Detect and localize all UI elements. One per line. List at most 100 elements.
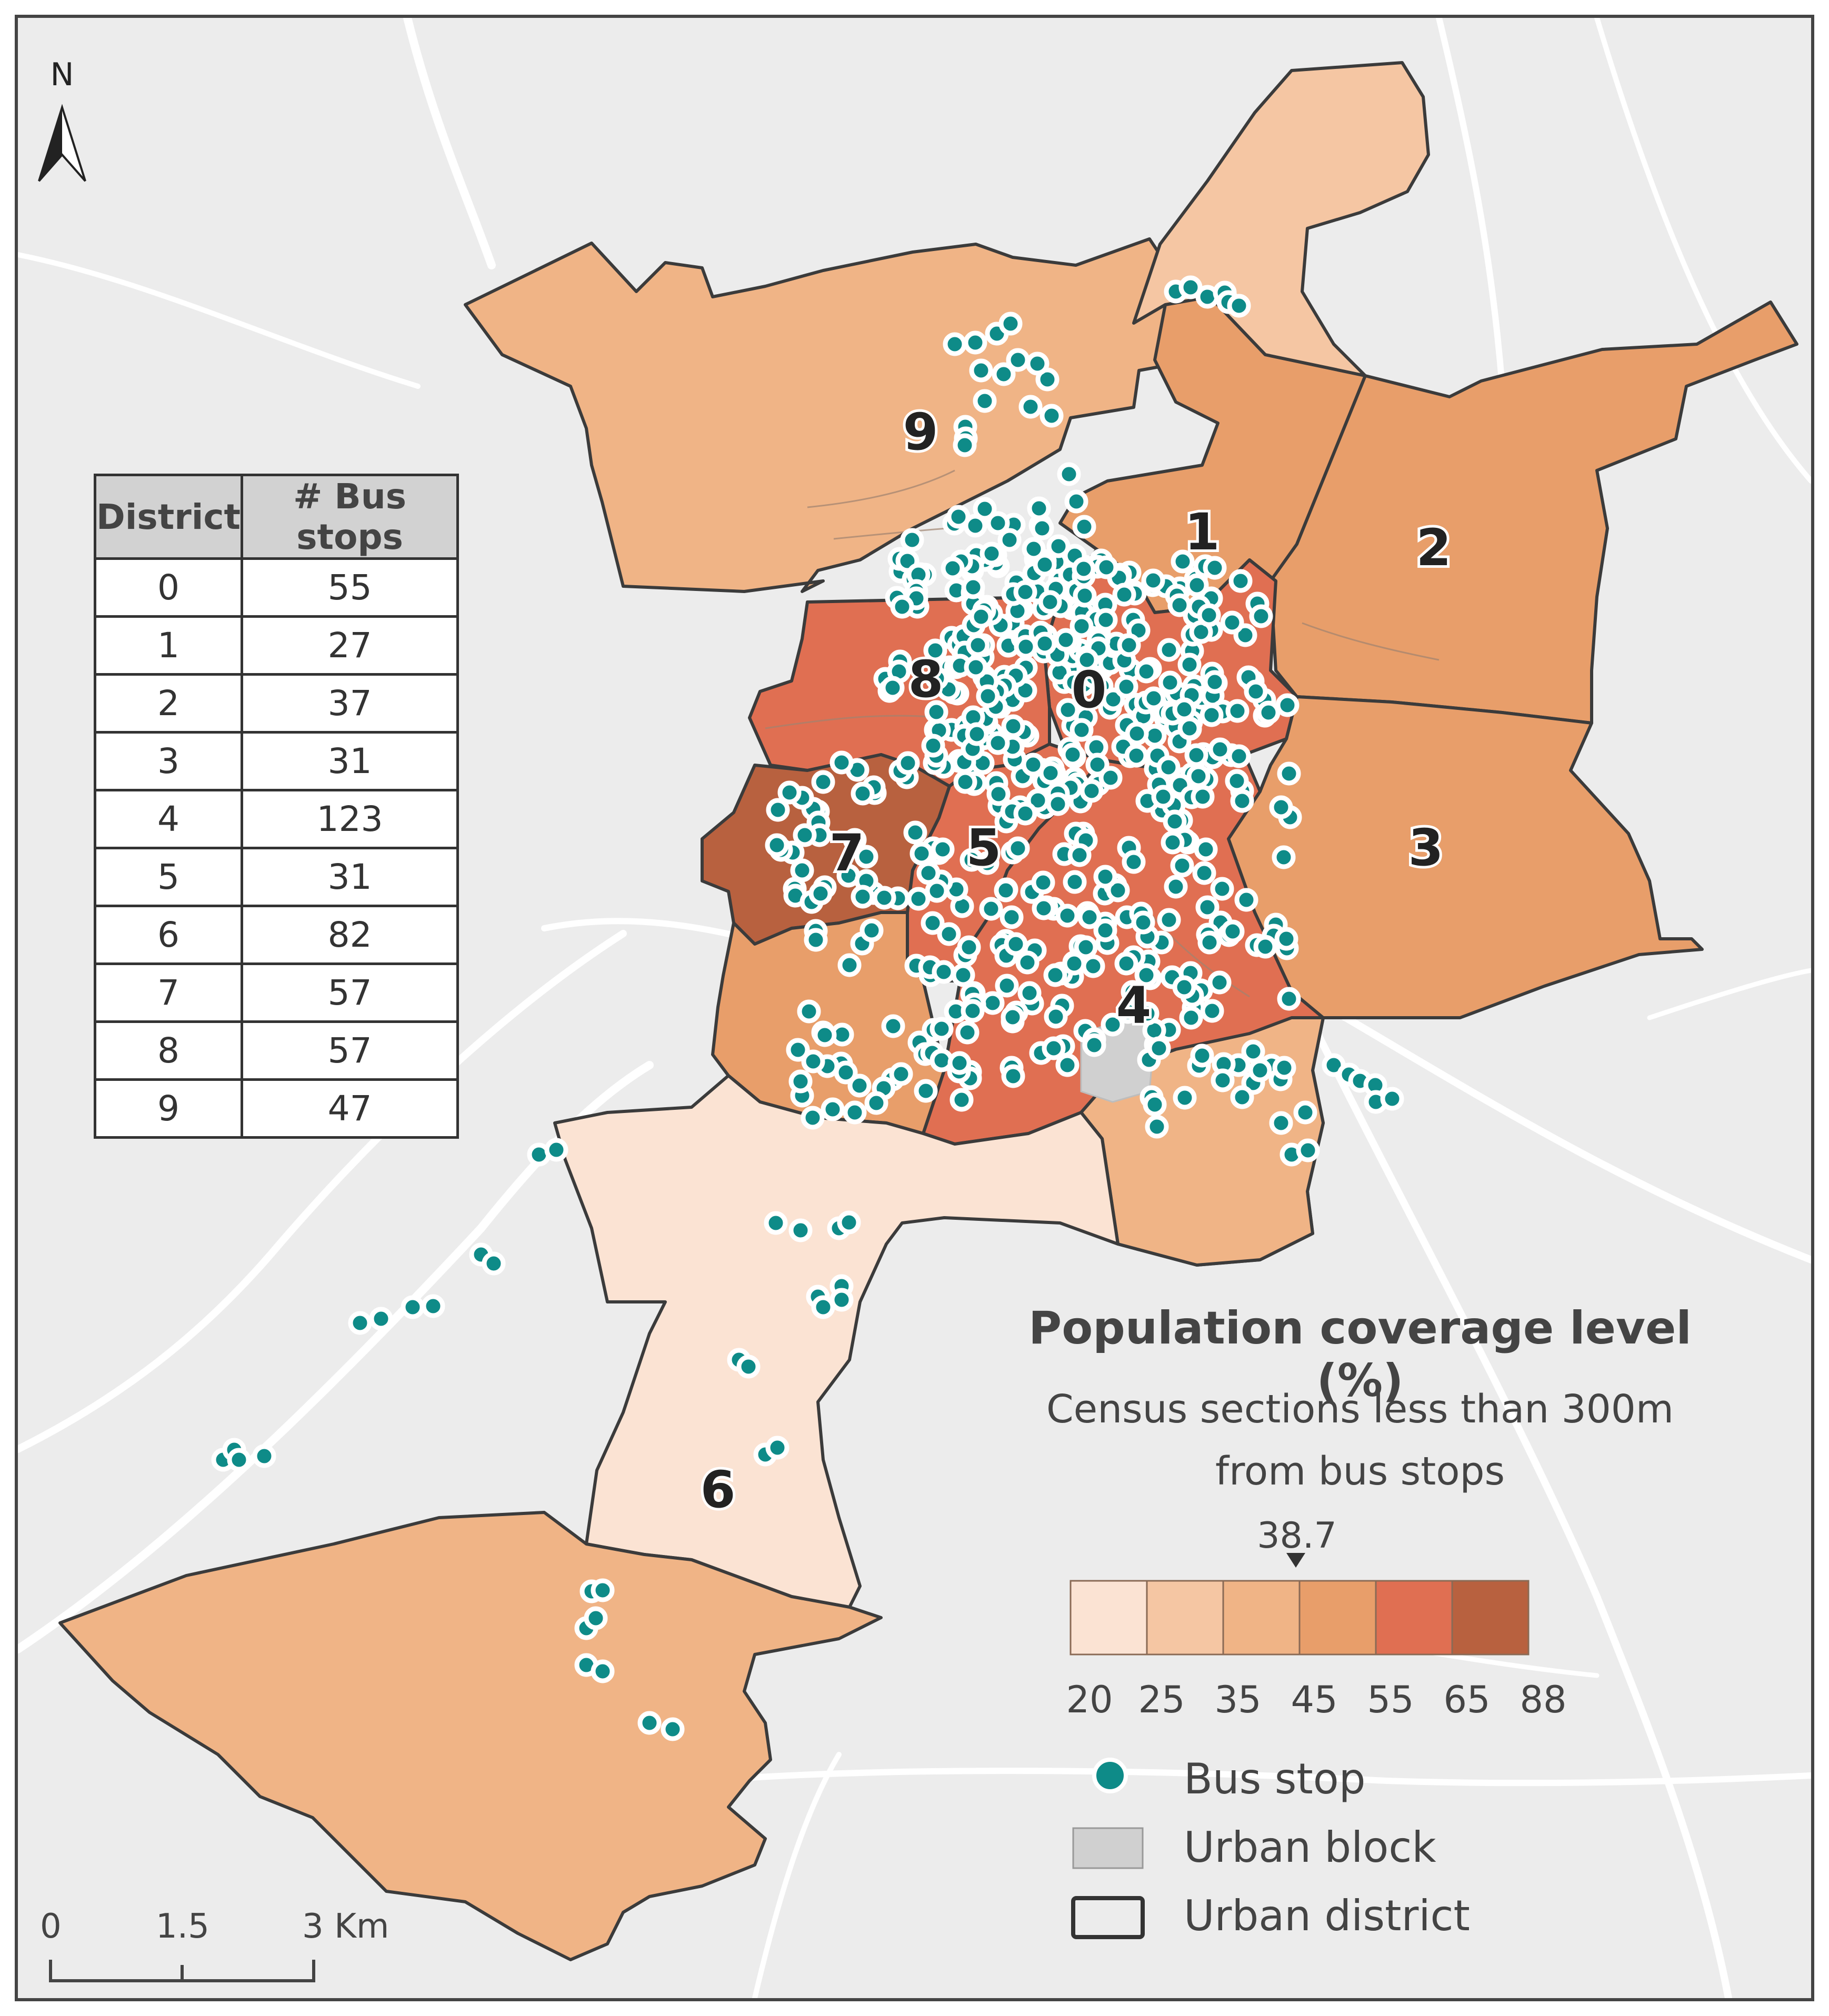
bus-stop-icon [1072, 557, 1096, 581]
bus-stop-icon [1081, 954, 1105, 978]
bus-stop-icon [1064, 489, 1088, 514]
section-line [765, 715, 945, 729]
table-row: 1 27 [93, 615, 459, 676]
bus-stop-icon [369, 1307, 393, 1331]
bus-stop-icon [591, 1659, 615, 1683]
bus-stop-icon [1114, 951, 1138, 976]
bus-stop-icon [1157, 908, 1181, 932]
bus-stop-icon [986, 511, 1010, 535]
bus-stop-icon [1080, 779, 1104, 803]
bus-stop-icon [896, 751, 920, 775]
bus-stop-icon [923, 638, 947, 663]
bus-stop-icon [890, 595, 914, 619]
table-header-bus-stops: # Bus stops [241, 474, 459, 560]
bus-stop-icon [986, 782, 1011, 806]
bus-stop-icon [661, 1717, 685, 1741]
bus-stop-icon [992, 362, 1016, 386]
bus-stop-icon [1277, 987, 1301, 1011]
bus-stop-icon [736, 1355, 761, 1379]
district-label-3: 3 [1408, 818, 1444, 877]
legend-subtitle-line2: from bus stops [1215, 1449, 1505, 1494]
table-cell-district: 1 [93, 615, 244, 676]
bus-stop-icon [1151, 785, 1175, 809]
bus-stop-icon [1046, 534, 1071, 558]
bus-stop-icon [1293, 1100, 1317, 1125]
north-arrow-half-icon [39, 107, 62, 181]
bus-stop-icon [1135, 1001, 1160, 1026]
table-cell-district: 5 [93, 847, 244, 907]
road [1288, 982, 1811, 1263]
bus-stop-icon [1272, 845, 1296, 869]
bus-stop-icon [1098, 766, 1123, 790]
table-row: 0 55 [93, 557, 459, 618]
table-header-row: District # Bus stops [93, 474, 459, 560]
table-cell-district: 9 [93, 1078, 244, 1139]
bus-stop-icon [925, 666, 949, 690]
bus-stop-icon [1192, 861, 1216, 885]
legend-title: Population coverage level (%) [1028, 1302, 1692, 1407]
bus-stop-icon [765, 833, 789, 857]
bus-stop-icon [766, 798, 790, 822]
bus-stop-icon [909, 841, 934, 866]
bus-stop-icon [1203, 670, 1227, 694]
section-line [807, 469, 955, 508]
bus-stop-icon [986, 731, 1010, 755]
table-cell-bus-stops: 123 [241, 789, 459, 849]
legend-mean-value: 38.7 [1257, 1515, 1337, 1557]
bus-stop-icon [1210, 877, 1234, 901]
bus-stop-icon [786, 1038, 810, 1062]
bus-stop-icon [777, 780, 802, 805]
bus-stop-icon [924, 700, 948, 724]
bus-stop-icon [1163, 809, 1187, 834]
road [1293, 988, 1732, 1998]
legend-tick-label: 35 [1214, 1678, 1262, 1721]
bus-stop-icon [980, 541, 1004, 566]
bus-stop-icon [591, 1578, 615, 1602]
bus-stop-icon [843, 828, 867, 852]
bus-stop-icon [1161, 830, 1185, 855]
bus-stop-icon [1296, 1138, 1320, 1162]
bus-stop-icon [252, 1444, 276, 1468]
bus-stop-icon [1230, 1085, 1254, 1109]
bus-stop-icon [1208, 737, 1232, 761]
bus-stop-icon [1220, 610, 1244, 635]
district-label-1: 1 [1185, 503, 1220, 561]
district-label-4: 4 [1116, 976, 1152, 1035]
bus-stop-icon [1227, 294, 1251, 318]
table-cell-district: 7 [93, 962, 244, 1023]
bus-stop-icon [994, 878, 1018, 902]
bus-stop-icon [813, 1023, 837, 1047]
bus-stop-icon [951, 963, 975, 987]
bus-stop-icon [1004, 932, 1028, 956]
table-cell-bus-stops: 57 [241, 1020, 459, 1081]
district-label-5: 5 [966, 818, 1002, 877]
table-header-district: District [93, 474, 244, 560]
bus-stop-icon [998, 312, 1023, 336]
bus-stop-icon [1013, 801, 1037, 826]
bus-stop-icon [903, 820, 927, 845]
bus-stop-icon [851, 885, 875, 909]
bus-stop-icon [914, 1079, 938, 1103]
bus-stop-icon [1200, 703, 1224, 727]
table-row: 4 123 [93, 789, 459, 849]
bus-stop-icon [1197, 930, 1222, 955]
map-frame: 0 1 2 3 4 5 6 7 8 9 N [15, 15, 1814, 2001]
bus-stop-icon [401, 1295, 425, 1319]
district-label-9: 9 [903, 403, 938, 462]
bus-stop-icon [1234, 888, 1258, 912]
bus-stop-icon [889, 1062, 913, 1086]
bus-stop-icon [1006, 836, 1030, 860]
road [1594, 18, 1811, 484]
bus-stop-icon [1203, 556, 1227, 580]
road [699, 1768, 1811, 1787]
bus-stop-icon [930, 1017, 954, 1041]
bus-stop-icon [1015, 950, 1040, 975]
bus-stop-icon [1145, 1115, 1169, 1139]
bus-stop-icon [966, 633, 990, 657]
bus-stop-icon [1072, 515, 1096, 539]
bus-stop-icon [976, 684, 1000, 708]
north-label: N [51, 56, 74, 93]
bus-stop-icon [1186, 764, 1211, 788]
road [403, 18, 496, 269]
north-arrow: N [38, 56, 86, 182]
